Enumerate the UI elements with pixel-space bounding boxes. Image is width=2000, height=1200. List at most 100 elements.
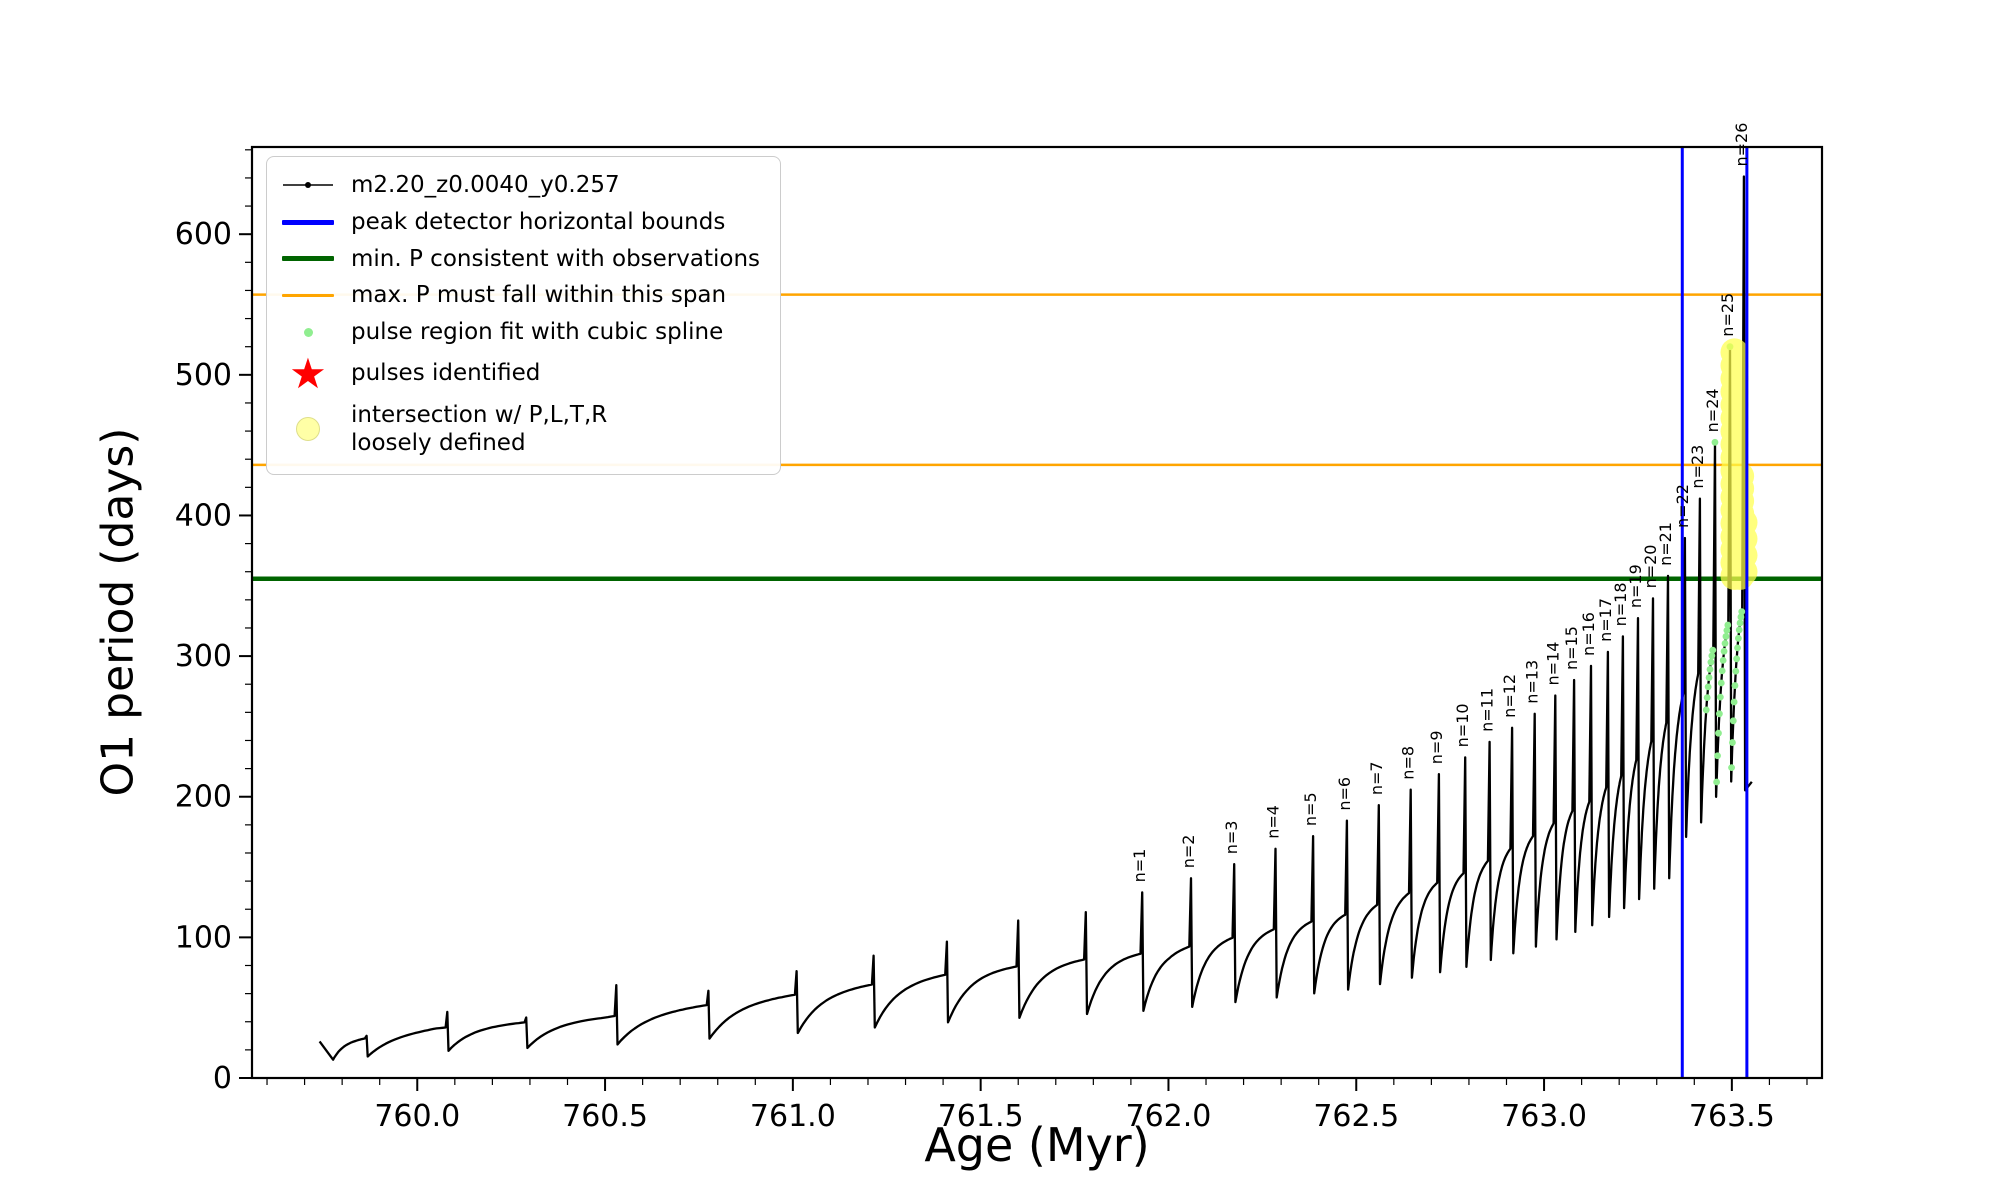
legend-label: min. P consistent with observations <box>351 245 761 272</box>
legend: m2.20_z0.0040_y0.257 peak detector horiz… <box>266 156 782 476</box>
legend-label: intersection w/ P,L,T,R loosely defined <box>351 401 608 457</box>
x-tick-label: 762.5 <box>1313 1099 1399 1134</box>
x-tick-label: 761.5 <box>938 1099 1024 1134</box>
spline-dot <box>1721 639 1729 647</box>
yellow-marker <box>1729 508 1758 537</box>
spline-dot <box>1702 706 1710 714</box>
spline-dot <box>1707 658 1715 666</box>
pulse-label: n=12 <box>1500 674 1519 718</box>
x-tick-label: 761.0 <box>750 1099 836 1134</box>
orange-line-symbol <box>279 294 337 298</box>
y-tick-label: 100 <box>175 920 232 955</box>
pulse-label: n=20 <box>1641 545 1660 589</box>
spline-dot <box>1730 698 1738 706</box>
pulse-label: n=3 <box>1222 821 1241 855</box>
pulse-label: n=18 <box>1611 583 1630 627</box>
x-tick-label: 763.5 <box>1689 1099 1775 1134</box>
legend-item-intersection: intersection w/ P,L,T,R loosely defined <box>279 397 760 463</box>
pulse-label: n=21 <box>1656 522 1675 566</box>
y-tick-label: 500 <box>175 358 232 393</box>
legend-label: pulses identified <box>351 360 541 387</box>
pulse-label: n=14 <box>1543 642 1562 686</box>
pulse-label: n=16 <box>1579 612 1598 656</box>
pulse-label: n=6 <box>1335 777 1354 811</box>
spline-dot <box>1714 752 1721 760</box>
pulse-label: n=2 <box>1179 835 1198 869</box>
spline-dot <box>1716 710 1723 718</box>
spline-dot <box>1711 438 1719 446</box>
pulse-label: n=9 <box>1427 730 1446 764</box>
pulse-label: n=23 <box>1688 445 1707 489</box>
x-axis-label: Age (Myr) <box>924 1118 1150 1172</box>
yellow-circle-symbol <box>279 417 337 442</box>
legend-item-series: m2.20_z0.0040_y0.257 <box>279 167 760 204</box>
x-tick-label: 760.0 <box>374 1099 460 1134</box>
legend-item-max-p: max. P must fall within this span <box>279 277 760 314</box>
spline-dot <box>1732 667 1740 675</box>
spline-dot <box>1708 652 1716 660</box>
pulse-label: n=13 <box>1523 660 1542 704</box>
pulse-label: n=7 <box>1367 761 1386 795</box>
series-line-dot-symbol <box>279 175 337 195</box>
y-tick-label: 0 <box>213 1061 232 1096</box>
pulse-label: n=17 <box>1596 598 1615 642</box>
spline-dot <box>1703 694 1711 701</box>
spline-dot <box>1729 739 1736 746</box>
x-tick-label: 763.0 <box>1501 1099 1587 1134</box>
legend-item-spline: pulse region fit with cubic spline <box>279 314 760 351</box>
y-tick-label: 400 <box>175 498 232 533</box>
yellow-marker <box>1726 462 1755 491</box>
pulse-label: n=22 <box>1673 484 1692 528</box>
pulse-label: n=19 <box>1626 564 1645 608</box>
red-star-icon: ★ <box>289 348 327 398</box>
pulse-label: n=4 <box>1264 805 1283 839</box>
legend-label: m2.20_z0.0040_y0.257 <box>351 172 620 198</box>
spline-dot <box>1734 634 1742 642</box>
spline-dot <box>1731 682 1739 689</box>
x-tick-label: 760.5 <box>562 1099 648 1134</box>
spline-dot <box>1706 665 1714 673</box>
y-tick-label: 200 <box>175 780 232 815</box>
legend-label: pulse region fit with cubic spline <box>351 319 724 345</box>
spline-dot <box>1716 693 1724 701</box>
lightgreen-dot-symbol <box>279 327 337 337</box>
spline-dot <box>1713 778 1721 786</box>
legend-label: max. P must fall within this span <box>351 282 727 309</box>
spline-dot <box>1722 633 1730 640</box>
pulse-label: n=1 <box>1130 849 1149 883</box>
peak-detector-bounds <box>1680 147 1749 1078</box>
spline-dot <box>1720 647 1728 655</box>
spline-dot <box>1723 626 1731 634</box>
spline-dot <box>1735 626 1743 634</box>
spline-dot <box>1705 674 1713 681</box>
green-line-symbol <box>279 256 337 262</box>
spline-dot <box>1734 644 1741 652</box>
spline-dot <box>1738 608 1746 616</box>
spline-dot <box>1729 717 1737 725</box>
y-tick-label: 600 <box>175 217 232 252</box>
spline-dot <box>1717 679 1725 687</box>
spline-dot <box>1737 613 1745 621</box>
axes: 760.0 760.5 761.0 761.5 762.0 762.5 763.0 763.5… <box>175 145 1824 1134</box>
pulse-label: n=25 <box>1718 293 1737 337</box>
pulse-label: n=5 <box>1301 792 1320 826</box>
spline-fit-dots <box>1702 343 1746 786</box>
legend-item-peak-bounds: peak detector horizontal bounds <box>279 204 760 241</box>
spline-dot <box>1715 729 1722 737</box>
pulse-label: n=24 <box>1703 388 1722 432</box>
blue-line-symbol <box>279 219 337 225</box>
spline-dot <box>1736 619 1744 627</box>
plot-frame <box>250 145 1824 1080</box>
pulse-label: n=26 <box>1732 123 1751 167</box>
spline-dot <box>1718 667 1726 675</box>
series-curve <box>318 175 1753 1061</box>
pulse-labels: n=1 n=2 n=3 n=4 n=5 n=6 n=7 n=8 n=9n=10 n=11 n=12 n… <box>1130 123 1751 883</box>
yellow-marker <box>1720 338 1749 367</box>
pulse-label: n=8 <box>1399 746 1418 780</box>
pulse-label: n=11 <box>1478 688 1497 732</box>
spline-dot <box>1709 646 1717 654</box>
y-tick-label: 300 <box>175 639 232 674</box>
spline-dot <box>1719 656 1727 664</box>
